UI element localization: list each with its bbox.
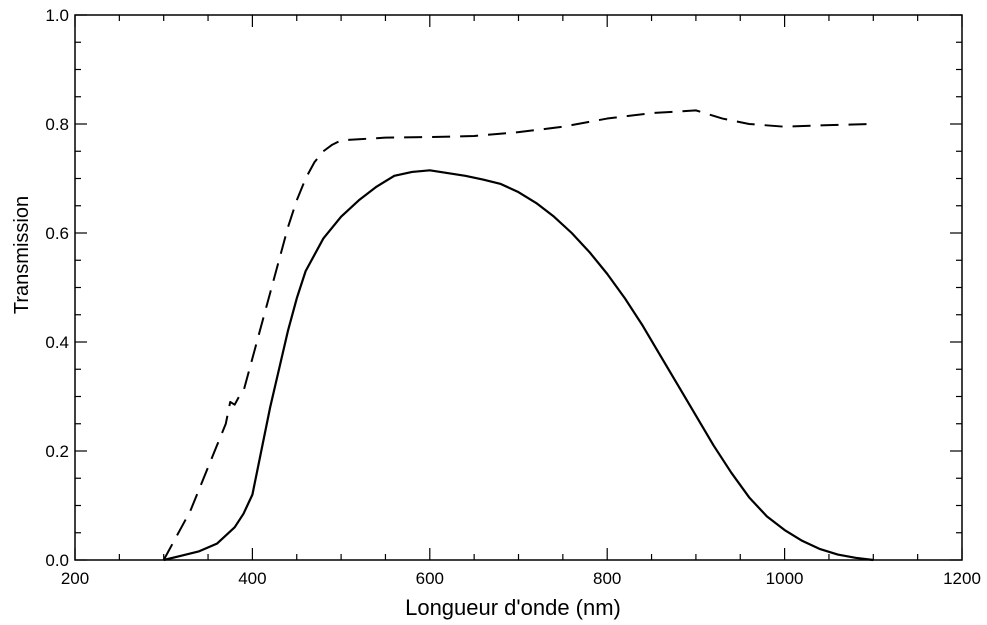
x-tick-label: 1000: [766, 569, 804, 588]
plot-frame: [74, 14, 963, 561]
x-tick-label: 200: [61, 569, 89, 588]
y-tick-label: 0.0: [45, 551, 69, 570]
y-tick-label: 0.4: [45, 333, 69, 352]
y-tick-label: 0.2: [45, 442, 69, 461]
axes-group: 200 400 600 800 1000 1200 0.0 0.2 0.4 0.6 0.8 1.0: [45, 6, 981, 588]
solid-transmission-line: [163, 169, 874, 562]
x-tick-label: 800: [593, 569, 621, 588]
series-layer: [162, 109, 874, 562]
x-tick-label: 600: [416, 569, 444, 588]
x-axis-label: Longueur d'onde (nm): [405, 595, 621, 620]
y-axis-label: Transmission: [11, 196, 33, 314]
y-tick-label: 0.8: [45, 115, 69, 134]
dashed-transmission-line: [162, 109, 874, 561]
x-tick-label: 400: [238, 569, 266, 588]
y-tick-label: 0.6: [45, 224, 69, 243]
x-tick-label: 1200: [943, 569, 981, 588]
y-tick-label: 1.0: [45, 6, 69, 25]
